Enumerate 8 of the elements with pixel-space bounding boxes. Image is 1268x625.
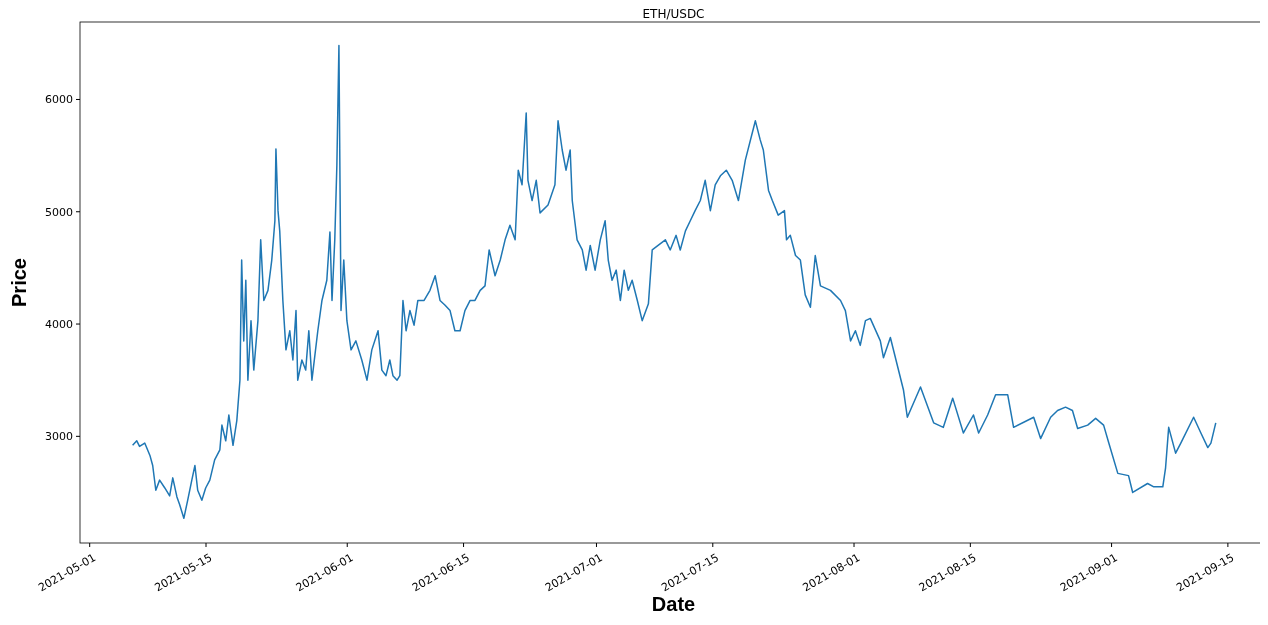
y-tick-label: 6000 [45,93,73,107]
y-tick-label: 4000 [45,317,73,331]
x-axis-title: Date [651,593,696,615]
y-axis-title: Price [8,258,30,307]
chart-title: ETH/USDC [642,7,705,21]
line-series [131,44,1217,520]
y-tick-label: 3000 [45,430,73,444]
y-tick-label: 5000 [45,205,73,219]
